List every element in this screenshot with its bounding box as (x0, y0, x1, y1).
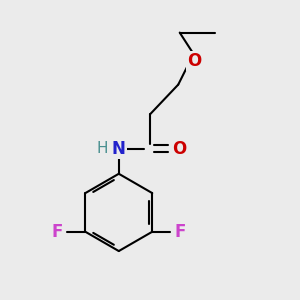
Text: O: O (188, 52, 202, 70)
Text: F: F (51, 223, 63, 241)
Text: N: N (112, 140, 126, 158)
Text: F: F (175, 223, 186, 241)
Text: H: H (97, 141, 108, 156)
Text: O: O (172, 140, 187, 158)
